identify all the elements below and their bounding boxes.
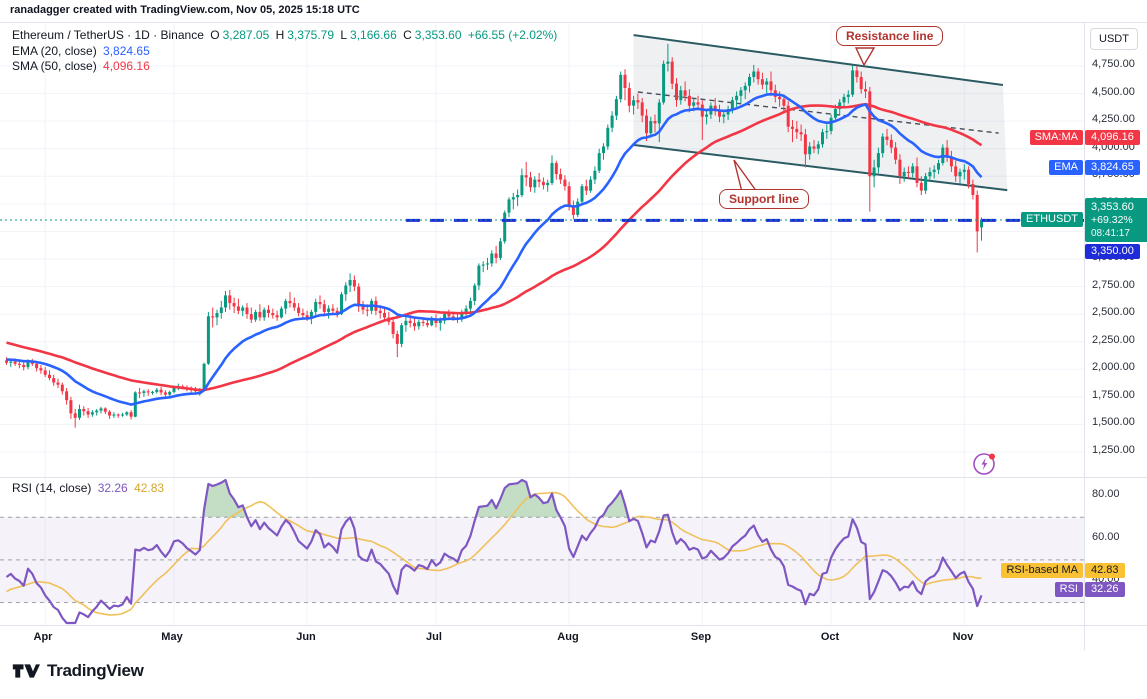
price-tick: 4,250.00 — [1092, 113, 1135, 125]
rsi-value-badge: 32.26 — [1085, 582, 1125, 597]
rsi-pane-canvas[interactable] — [0, 478, 1084, 625]
price-tick: 4,750.00 — [1092, 58, 1135, 70]
ema-legend-row[interactable]: EMA (20, close) 3,824.65 — [12, 44, 153, 58]
rsi-label: RSI (14, close) — [12, 481, 92, 495]
price-tick: 1,750.00 — [1092, 389, 1135, 401]
rsi-ma-value-badge: 42.83 — [1085, 563, 1125, 578]
ema-price-badge: 3,824.65 — [1085, 160, 1140, 175]
resistance-line-callout[interactable]: Resistance line — [836, 26, 944, 46]
rsi-ma-name-tag: RSI-based MA — [1001, 563, 1083, 578]
sma-legend-row[interactable]: SMA (50, close) 4,096.16 — [12, 59, 153, 73]
header-divider — [0, 22, 1147, 23]
ema-value: 3,824.65 — [103, 44, 150, 58]
price-chart-canvas[interactable] — [0, 22, 1084, 477]
time-tick-aug: Aug — [557, 631, 579, 643]
tradingview-logo[interactable]: TradingView — [12, 661, 144, 681]
ohlc-change: +66.55 (+2.02%) — [467, 28, 558, 42]
time-tick-sep: Sep — [690, 631, 712, 643]
bar-close-countdown: 08:41:17 — [1091, 228, 1130, 239]
rsi-legend-row[interactable]: RSI (14, close) 32.26 42.83 — [12, 481, 167, 495]
ema-label: EMA (20, close) — [12, 44, 97, 58]
symbol-title: Ethereum / TetherUS · 1D · Binance — [12, 28, 204, 42]
tradingview-logo-icon — [12, 664, 40, 678]
time-tick-apr: Apr — [33, 631, 53, 643]
time-axis-divider — [0, 625, 1147, 626]
rsi-name-tag: RSI — [1054, 582, 1083, 597]
price-tick: 4,500.00 — [1092, 86, 1135, 98]
time-tick-jun: Jun — [296, 631, 316, 643]
rsi-tick: 80.00 — [1092, 488, 1120, 500]
lightning-icon — [973, 453, 995, 475]
currency-toggle-button[interactable]: USDT — [1090, 28, 1138, 50]
sma-value: 4,096.16 — [103, 59, 150, 73]
attribution-text: ranadagger created with TradingView.com,… — [10, 4, 360, 16]
price-axis-divider — [1084, 22, 1085, 650]
last-price-value: 3,353.60 — [1091, 201, 1134, 213]
rsi-tick: 60.00 — [1092, 531, 1120, 543]
price-tick: 2,500.00 — [1092, 306, 1135, 318]
tradingview-logo-text: TradingView — [47, 661, 144, 680]
time-tick-oct: Oct — [820, 631, 840, 643]
price-tick: 2,000.00 — [1092, 361, 1135, 373]
rsi-ma-value: 42.83 — [134, 481, 165, 495]
ohlc-low: 3,166.66 — [350, 28, 397, 42]
price-tick: 2,250.00 — [1092, 334, 1135, 346]
price-tick: 1,500.00 — [1092, 416, 1135, 428]
rsi-value: 32.26 — [97, 481, 128, 495]
sma-price-badge: 4,096.16 — [1085, 130, 1140, 145]
ohlc-close: 3,353.60 — [414, 28, 462, 42]
support-line-callout[interactable]: Support line — [719, 189, 809, 209]
time-tick-nov: Nov — [952, 631, 974, 643]
symbol-name-tag: ETHUSDT — [1021, 212, 1083, 227]
price-tick: 2,750.00 — [1092, 279, 1135, 291]
ohlc-open: 3,287.05 — [222, 28, 270, 42]
time-tick-jul: Jul — [426, 631, 442, 643]
last-price-label: 3,353.60 +69.32% 08:41:17 — [1085, 198, 1147, 242]
price-tick: 1,250.00 — [1092, 444, 1135, 456]
quick-alert-button[interactable] — [972, 450, 998, 476]
last-price-change-pct: +69.32% — [1091, 214, 1133, 226]
ema-name-tag: EMA — [1049, 160, 1083, 175]
symbol-legend-row[interactable]: Ethereum / TetherUS · 1D · Binance O 3,28… — [12, 28, 558, 42]
time-tick-may: May — [161, 631, 183, 643]
hline-price-badge: 3,350.00 — [1085, 244, 1140, 259]
sma-name-tag: SMA:MA — [1029, 130, 1083, 145]
sma-label: SMA (50, close) — [12, 59, 97, 73]
pane-divider[interactable] — [0, 477, 1147, 478]
ohlc-high: 3,375.79 — [287, 28, 335, 42]
